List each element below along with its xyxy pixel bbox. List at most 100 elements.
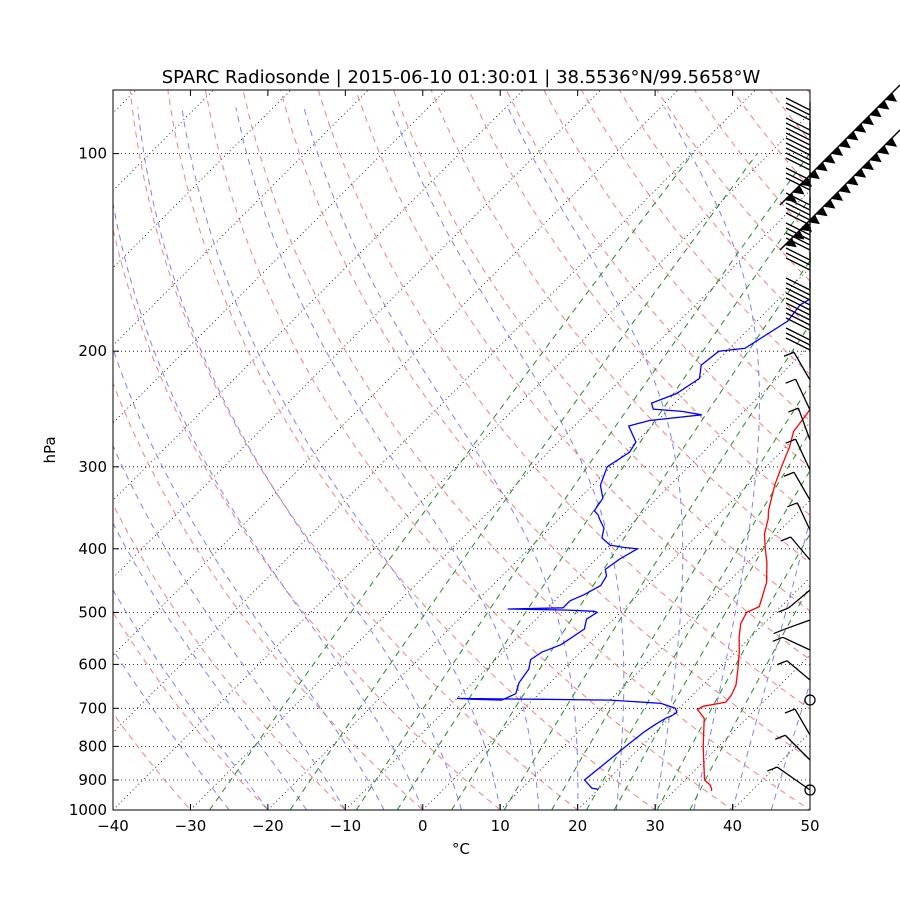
mixing-ratio-line <box>289 153 758 810</box>
wind-barb-pennant <box>831 146 844 156</box>
isotherm--30 <box>190 189 810 810</box>
x-tick-label: −10 <box>330 817 362 835</box>
wind-barb <box>784 734 811 761</box>
x-tick-label: 30 <box>646 817 665 835</box>
wind-barb-pennant <box>831 191 844 201</box>
dry-adiabat <box>167 90 656 810</box>
wind-barb-feather <box>785 317 811 331</box>
mixing-ratio-line <box>209 153 694 810</box>
wind-barb-feather <box>773 628 784 635</box>
wind-barb-pennant <box>846 176 859 186</box>
calm-wind-circle <box>804 694 816 706</box>
x-tick-label: 50 <box>800 817 819 835</box>
moist-adiabat <box>303 107 579 810</box>
wind-barb-pennant <box>823 199 836 209</box>
dry-adiabat <box>113 227 501 810</box>
wind-barb-pennant <box>800 177 813 187</box>
moist-adiabat <box>113 444 346 810</box>
wind-barb-pennant <box>807 214 820 225</box>
wind-barb-pennant <box>792 230 805 240</box>
moist-adiabat <box>113 522 308 810</box>
wind-barb-feather <box>785 142 811 156</box>
wind-barb <box>797 407 811 441</box>
wind-barb-feather <box>788 407 799 413</box>
mixing-ratio-line <box>355 153 810 810</box>
wind-barb-feather <box>785 247 811 261</box>
wind-barb-feather <box>785 287 811 301</box>
calm-wind-circle <box>804 784 816 796</box>
moist-adiabat <box>113 347 385 810</box>
wind-barb-feather <box>785 222 811 236</box>
wind-barb-pennant <box>869 108 882 118</box>
wind-barb-feather <box>784 708 796 714</box>
wind-barb-feather <box>785 107 811 121</box>
wind-barb-feather <box>785 438 796 444</box>
wind-barb-pennant <box>854 168 867 178</box>
wind-barb-pennant <box>815 207 828 217</box>
wind-barbs <box>766 84 900 796</box>
isotherm-20 <box>577 577 810 810</box>
wind-barb <box>776 766 811 791</box>
isotherm--10 <box>345 344 810 810</box>
wind-barb <box>788 589 811 609</box>
wind-barb-pennant <box>838 184 851 194</box>
dry-adiabat <box>280 90 810 760</box>
dry-adiabat <box>242 90 810 810</box>
y-tick-label: 200 <box>78 342 107 360</box>
wind-barb <box>786 660 811 681</box>
wind-barb-feather <box>783 471 795 477</box>
wind-barb-feather <box>785 232 811 246</box>
wind-barb-feather <box>785 137 811 151</box>
wind-barb-pennant <box>846 131 859 141</box>
isotherm--50 <box>113 90 756 734</box>
wind-barb-pennant <box>854 123 867 133</box>
wind-barb-pennant <box>800 222 813 232</box>
x-tick-label: −20 <box>252 817 284 835</box>
axis-ticks: −40 −30 −20 −10 0 10 20 30 40 50 100 200 300 400 500 60… <box>69 90 820 835</box>
moist-adiabat <box>181 107 501 810</box>
wind-barb <box>790 536 811 561</box>
wind-barb-feather <box>785 282 811 296</box>
wind-barb-feather <box>785 252 811 266</box>
moist-adiabat <box>507 107 684 810</box>
x-tick-label: −30 <box>175 817 207 835</box>
x-tick-label: 20 <box>568 817 587 835</box>
y-tick-label: 600 <box>78 655 107 673</box>
wind-barb-pennant <box>784 193 797 203</box>
x-tick-label: −40 <box>97 817 129 835</box>
wind-barb-pennant <box>815 162 828 172</box>
wind-barb-feather <box>775 734 786 740</box>
wind-barb-pennant <box>869 153 882 163</box>
y-tick-label: 700 <box>78 699 107 717</box>
wind-barb-pennant <box>885 92 898 102</box>
y-tick-label: 400 <box>78 540 107 558</box>
y-tick-label: 900 <box>78 771 107 789</box>
wind-barb-feather <box>787 502 798 508</box>
x-tick-label: 0 <box>418 817 428 835</box>
moist-adiabat <box>113 201 424 810</box>
wind-barb-feather <box>785 257 811 271</box>
wind-barb-feather <box>780 536 791 542</box>
wind-barb-feather <box>785 207 811 221</box>
dry-adiabat <box>113 381 424 810</box>
wind-barb-feather <box>785 337 811 351</box>
wind-barb-pennant <box>823 154 836 164</box>
wind-barb-feather <box>785 152 811 166</box>
wind-barb <box>782 636 811 651</box>
wind-barb-feather <box>785 297 811 311</box>
x-tick-label: 10 <box>491 817 510 835</box>
wind-barb-feather <box>785 127 811 141</box>
wind-barb-feather <box>785 302 811 316</box>
wind-barb-pennant <box>877 145 890 155</box>
wind-barb-pennant <box>877 100 890 110</box>
data-series <box>456 298 810 791</box>
isotherm--20 <box>267 267 810 810</box>
dry-adiabat <box>113 503 347 810</box>
moist-adiabat <box>113 649 230 810</box>
wind-barb-pennant <box>861 160 874 171</box>
wind-barb-feather <box>785 202 811 216</box>
y-tick-label: 1000 <box>69 801 107 819</box>
wind-barb-feather <box>785 122 811 136</box>
wind-barb-feather <box>772 636 784 642</box>
